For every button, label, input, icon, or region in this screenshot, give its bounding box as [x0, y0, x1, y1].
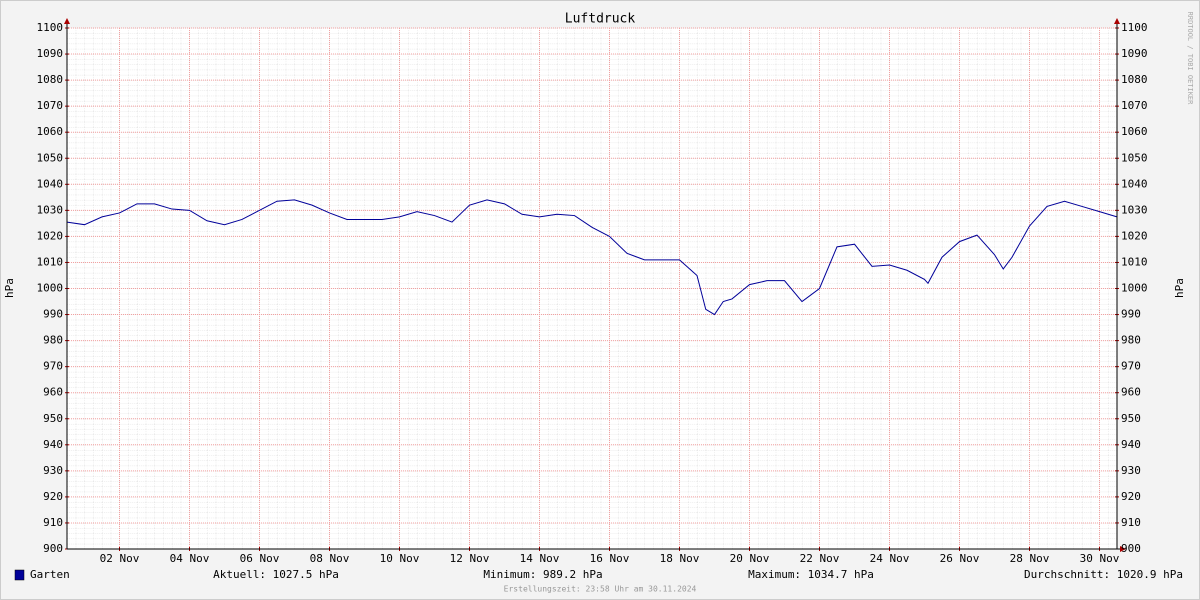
x-tick-label: 30 Nov: [1080, 552, 1120, 565]
y2-tick-label: 1060: [1121, 125, 1148, 138]
axis-arrow: [64, 18, 70, 24]
y2-tick-label: 1100: [1121, 21, 1148, 34]
y-tick-label: 900: [43, 542, 63, 555]
y-tick-label: 930: [43, 464, 63, 477]
y-tick-label: 1030: [37, 203, 64, 216]
x-tick-label: 24 Nov: [870, 552, 910, 565]
y-tick-label: 1090: [37, 47, 64, 60]
x-tick-label: 10 Nov: [380, 552, 420, 565]
x-tick-label: 14 Nov: [520, 552, 560, 565]
x-tick-label: 22 Nov: [800, 552, 840, 565]
x-tick-label: 06 Nov: [240, 552, 280, 565]
y2-tick-label: 910: [1121, 516, 1141, 529]
y-tick-label: 980: [43, 334, 63, 347]
y2-tick-label: 950: [1121, 412, 1141, 425]
y-tick-label: 940: [43, 438, 63, 451]
legend-label: Garten: [30, 568, 70, 581]
legend-stat: Aktuell: 1027.5 hPa: [213, 568, 339, 581]
y-tick-label: 1010: [37, 255, 64, 268]
y-tick-label: 960: [43, 386, 63, 399]
legend-stat: Durchschnitt: 1020.9 hPa: [1024, 568, 1183, 581]
y-axis-label: hPa: [3, 278, 16, 298]
axis-arrow: [1120, 546, 1126, 552]
y2-tick-label: 970: [1121, 360, 1141, 373]
y2-tick-label: 930: [1121, 464, 1141, 477]
y-tick-label: 1070: [37, 99, 64, 112]
y2-tick-label: 1000: [1121, 282, 1148, 295]
y-tick-label: 1060: [37, 125, 64, 138]
footer: Erstellungszeit: 23:58 Uhr am 30.11.2024: [504, 585, 697, 594]
x-tick-label: 26 Nov: [940, 552, 980, 565]
axis-arrow: [1114, 18, 1120, 24]
legend-stat: Minimum: 989.2 hPa: [483, 568, 602, 581]
y2-tick-label: 900: [1121, 542, 1141, 555]
y2-tick-label: 990: [1121, 308, 1141, 321]
y-tick-label: 1040: [37, 177, 64, 190]
x-tick-label: 02 Nov: [100, 552, 140, 565]
watermark: RRDTOOL / TOBI OETIKER: [1186, 12, 1194, 106]
y2-tick-label: 1080: [1121, 73, 1148, 86]
y2-tick-label: 1070: [1121, 99, 1148, 112]
y-tick-label: 1100: [37, 21, 64, 34]
y-tick-label: 1080: [37, 73, 64, 86]
y2-tick-label: 920: [1121, 490, 1141, 503]
chart-title: Luftdruck: [565, 12, 636, 27]
x-tick-label: 12 Nov: [450, 552, 490, 565]
legend-swatch: [14, 569, 25, 581]
y2-tick-label: 940: [1121, 438, 1141, 451]
y2-tick-label: 980: [1121, 334, 1141, 347]
x-tick-label: 18 Nov: [660, 552, 700, 565]
y-tick-label: 990: [43, 308, 63, 321]
y-tick-label: 950: [43, 412, 63, 425]
x-tick-label: 08 Nov: [310, 552, 350, 565]
data-line: [66, 199, 1118, 316]
y2-tick-label: 960: [1121, 386, 1141, 399]
y-tick-label: 910: [43, 516, 63, 529]
x-tick-label: 20 Nov: [730, 552, 770, 565]
y-tick-label: 1050: [37, 151, 64, 164]
x-tick-label: 28 Nov: [1010, 552, 1050, 565]
y2-tick-label: 1090: [1121, 47, 1148, 60]
x-tick-label: 16 Nov: [590, 552, 630, 565]
y-tick-label: 1020: [37, 229, 64, 242]
y2-tick-label: 1040: [1121, 177, 1148, 190]
y2-tick-label: 1020: [1121, 229, 1148, 242]
y-tick-label: 1000: [37, 282, 64, 295]
y2-tick-label: 1010: [1121, 255, 1148, 268]
y2-tick-label: 1050: [1121, 151, 1148, 164]
x-tick-label: 04 Nov: [170, 552, 210, 565]
y-tick-label: 970: [43, 360, 63, 373]
y2-tick-label: 1030: [1121, 203, 1148, 216]
y-tick-label: 920: [43, 490, 63, 503]
y2-axis-label: hPa: [1173, 278, 1186, 298]
legend-stat: Maximum: 1034.7 hPa: [748, 568, 874, 581]
